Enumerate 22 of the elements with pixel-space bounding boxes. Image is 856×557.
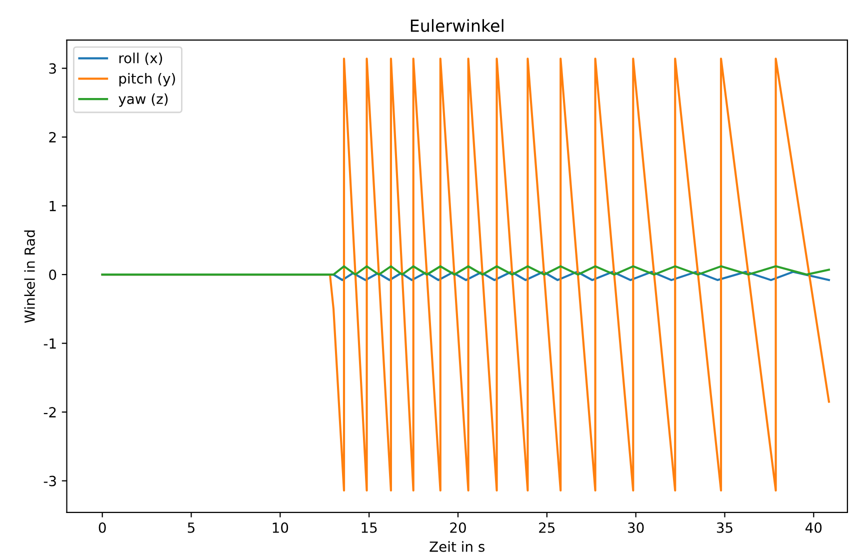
x-tick-label: 20 [450,522,466,533]
x-tick-label: 35 [716,522,732,533]
legend-label: yaw (z) [118,93,168,107]
x-tick-label: 25 [539,522,555,533]
x-tick-label: 10 [272,522,288,533]
y-tick-label: -1 [44,338,56,349]
y-tick-label: 3 [49,63,56,74]
y-tick-label: 2 [49,132,56,142]
chart-title: Eulerwinkel [410,19,504,32]
legend-label: roll (x) [119,52,162,65]
legend-label: pitch (y) [119,72,175,86]
y-axis-title: Winkel in Rad [24,230,35,323]
y-tick-label: 1 [50,200,56,212]
y-tick-label: -3 [44,476,56,486]
x-tick-label: 15 [362,522,377,533]
y-tick-label: -2 [44,407,56,418]
x-tick-label: 40 [805,522,822,533]
x-tick-label: 5 [188,522,194,533]
y-tick-label: 0 [49,270,56,280]
x-tick-label: 0 [98,522,106,533]
x-tick-label: 30 [628,522,644,533]
x-axis-title: Zeit in s [430,541,484,552]
